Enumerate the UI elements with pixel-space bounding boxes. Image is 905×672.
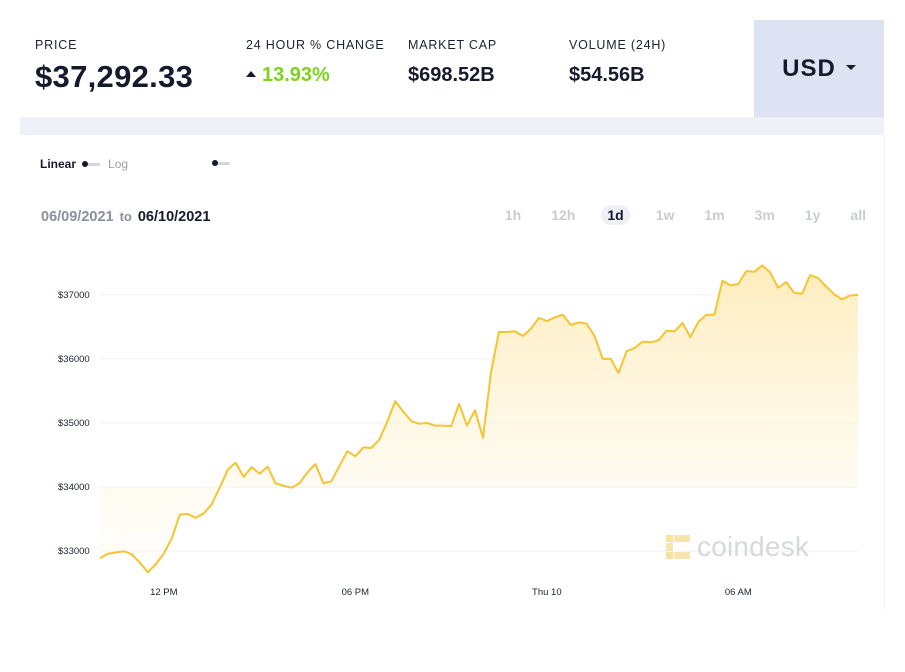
- x-tick-label: 06 PM: [342, 587, 370, 598]
- change-label: 24 HOUR % CHANGE: [246, 38, 385, 52]
- period-selector: 1h 12h 1d 1w 1m 3m 1y all: [479, 205, 870, 225]
- price-value: $37,292.33: [35, 59, 194, 94]
- market-cap-value: $698.52B: [408, 64, 495, 86]
- price-stat: PRICE $37,292.33: [35, 38, 193, 95]
- price-line: [99, 264, 859, 574]
- change-stat: 24 HOUR % CHANGE 13.93%: [246, 38, 385, 87]
- currency-label: USD: [782, 54, 836, 82]
- currency-dropdown[interactable]: USD: [754, 20, 884, 117]
- coindesk-logo-icon: [666, 535, 690, 559]
- scale-log-option[interactable]: Log: [108, 157, 129, 171]
- change-value-wrap: 13.93%: [246, 64, 385, 87]
- scale-linear-option[interactable]: Linear: [40, 157, 77, 171]
- up-triangle-icon: [246, 71, 256, 77]
- market-cap-stat: MARKET CAP $698.52B: [408, 38, 497, 87]
- period-12h[interactable]: 12h: [551, 207, 576, 223]
- y-tick-label: $37000: [58, 290, 90, 301]
- watermark-text: coindesk: [697, 531, 810, 562]
- volume-stat: VOLUME (24H) $54.56B: [569, 38, 666, 87]
- secondary-switch[interactable]: [212, 160, 230, 166]
- y-axis: $33000 $34000 $35000 $36000 $37000: [58, 290, 90, 557]
- price-area: [100, 265, 858, 573]
- scale-toggle[interactable]: Linear Log: [40, 157, 128, 171]
- period-1d[interactable]: 1d: [601, 205, 630, 225]
- stats-bar: PRICE $37,292.33 24 HOUR % CHANGE 13.93%…: [20, 20, 884, 117]
- x-tick-label: 12 PM: [150, 587, 178, 598]
- coindesk-watermark: coindesk: [665, 531, 809, 563]
- x-axis: 12 PM 06 PM Thu 10 06 AM: [150, 587, 752, 598]
- market-cap-label: MARKET CAP: [408, 38, 498, 52]
- date-separator: to: [119, 209, 132, 224]
- caret-down-icon: [845, 65, 856, 70]
- y-tick-label: $34000: [58, 482, 90, 493]
- y-tick-label: $36000: [58, 354, 90, 365]
- change-value: 13.93%: [262, 64, 330, 86]
- y-tick-label: $35000: [58, 418, 90, 429]
- chart-panel: Linear Log 06/09/2021 to 06/10/2021 1h 12h 1…: [20, 135, 885, 610]
- period-3m[interactable]: 3m: [754, 207, 775, 223]
- period-1m[interactable]: 1m: [704, 207, 725, 223]
- period-all[interactable]: all: [850, 207, 866, 223]
- volume-value: $54.56B: [569, 64, 645, 86]
- y-tick-label: $33000: [58, 546, 90, 557]
- date-range: 06/09/2021 to 06/10/2021: [41, 209, 210, 225]
- period-1y[interactable]: 1y: [804, 207, 821, 223]
- date-from[interactable]: 06/09/2021: [41, 209, 114, 225]
- period-1w[interactable]: 1w: [655, 207, 675, 223]
- volume-label: VOLUME (24H): [569, 38, 667, 52]
- header-divider-band: [20, 117, 884, 135]
- price-label: PRICE: [35, 38, 78, 52]
- period-1h[interactable]: 1h: [504, 207, 522, 223]
- x-tick-label: Thu 10: [532, 587, 562, 598]
- scale-switch[interactable]: [82, 161, 101, 167]
- x-tick-label: 06 AM: [725, 587, 752, 598]
- date-to[interactable]: 06/10/2021: [137, 209, 211, 225]
